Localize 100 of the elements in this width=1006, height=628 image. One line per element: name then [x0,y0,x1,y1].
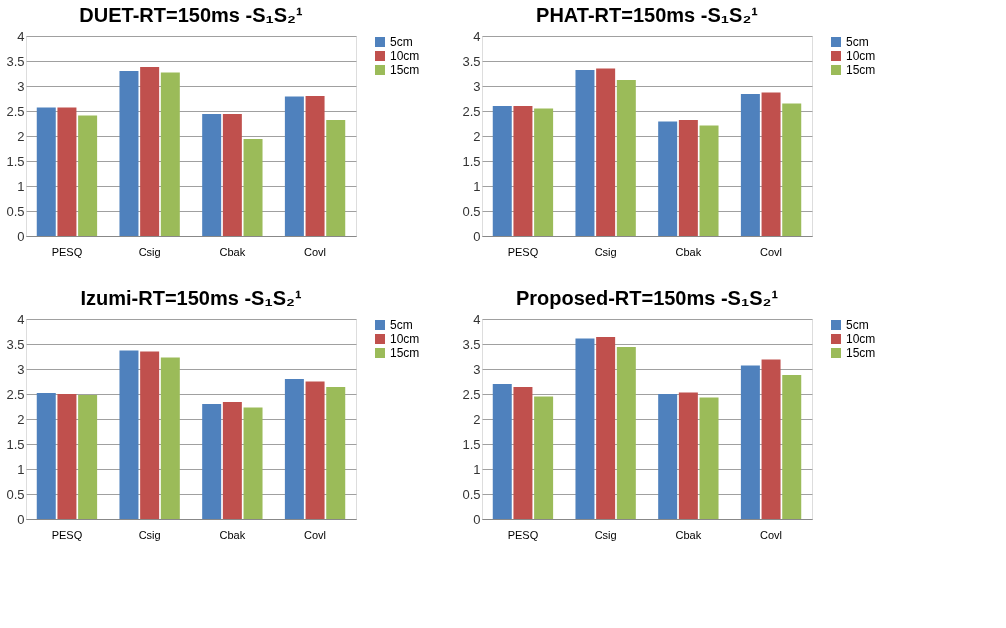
legend-label: 5cm [846,318,869,332]
chart-title: PHAT-RT=150ms -S₁S₂¹ [536,4,759,26]
y-tick-label: 0 [473,228,481,244]
x-tick-label: Csig [138,528,161,541]
legend-label: 15cm [846,346,876,360]
bar [222,114,242,236]
bar [658,394,678,519]
bar [202,404,222,519]
bar [596,337,616,519]
y-tick-label: 1 [17,461,25,477]
bar [678,120,698,236]
bar [305,381,325,519]
chart-title: Proposed-RT=150ms -S₁S₂¹ [515,287,779,309]
bar [160,357,180,519]
x-tick-label: PESQ [507,528,539,541]
y-tick-label: 0 [17,228,25,244]
legend-label: 15cm [390,346,420,360]
y-tick-label: 3 [17,78,25,94]
bar [761,92,781,236]
bar [575,338,595,519]
legend-label: 5cm [390,318,413,332]
bar [36,107,56,236]
bar [326,120,346,236]
y-tick-label: 3 [473,78,481,94]
bar [78,115,98,236]
y-tick-label: 2 [473,411,481,427]
y-tick-label: 3.5 [6,336,25,352]
y-tick-label: 4 [17,311,25,327]
bar [140,67,160,236]
bar [658,121,678,236]
legend-label: 15cm [846,63,876,77]
bar [57,107,77,236]
bar [513,106,533,236]
bar [740,365,760,519]
y-tick-label: 1 [17,178,25,194]
bar [243,407,263,519]
bar [284,96,304,236]
y-tick-label: 0.5 [6,486,25,502]
bar [575,70,595,236]
bar [699,125,719,236]
legend-label: 5cm [390,35,413,49]
legend-label: 10cm [390,332,420,346]
y-tick-label: 0.5 [462,203,481,219]
x-tick-label: PESQ [51,245,83,258]
bar [57,394,77,519]
bar [140,351,160,519]
legend-label: 5cm [846,35,869,49]
x-tick-label: Covl [760,528,783,541]
y-tick-label: 2 [17,128,25,144]
y-tick-label: 1.5 [462,436,481,452]
bar [36,393,56,519]
x-tick-label: Csig [138,245,161,258]
y-tick-label: 2 [473,128,481,144]
chart-title: Izumi-RT=150ms -S₁S₂¹ [80,287,302,309]
bar [513,387,533,519]
y-tick-label: 1.5 [6,436,25,452]
bar [492,384,512,519]
bar [534,396,554,519]
bar [119,350,139,519]
y-tick-label: 4 [473,28,481,44]
y-tick-label: 1.5 [6,153,25,169]
y-tick-label: 1.5 [462,153,481,169]
legend-label: 10cm [390,49,420,63]
bar [78,395,98,519]
x-tick-label: PESQ [51,528,83,541]
bar [596,68,616,236]
x-tick-label: Cbak [675,528,702,541]
bar [782,375,802,519]
bar [782,103,802,236]
legend-label: 10cm [846,49,876,63]
bar [202,114,222,236]
bar [534,108,554,236]
bar [699,397,719,519]
y-tick-label: 3.5 [462,336,481,352]
x-tick-label: Cbak [219,245,246,258]
bar [284,379,304,519]
x-tick-label: Csig [594,528,617,541]
y-tick-label: 2 [17,411,25,427]
y-tick-label: 0.5 [462,486,481,502]
x-tick-label: Covl [304,528,327,541]
y-tick-label: 4 [473,311,481,327]
bar [678,392,698,519]
y-tick-label: 3 [473,361,481,377]
bar [119,71,139,236]
y-tick-label: 1 [473,461,481,477]
chart-title: DUET-RT=150ms -S₁S₂¹ [79,4,303,26]
bar [326,387,346,519]
x-tick-label: Covl [304,245,327,258]
y-tick-label: 2.5 [6,386,25,402]
y-tick-label: 1 [473,178,481,194]
x-tick-label: PESQ [507,245,539,258]
y-tick-label: 3.5 [6,53,25,69]
y-tick-label: 2.5 [462,386,481,402]
y-tick-label: 3 [17,361,25,377]
bar [740,94,760,236]
bar [492,106,512,236]
y-tick-label: 0.5 [6,203,25,219]
y-tick-label: 3.5 [462,53,481,69]
y-tick-label: 2.5 [6,103,25,119]
bar [222,402,242,519]
